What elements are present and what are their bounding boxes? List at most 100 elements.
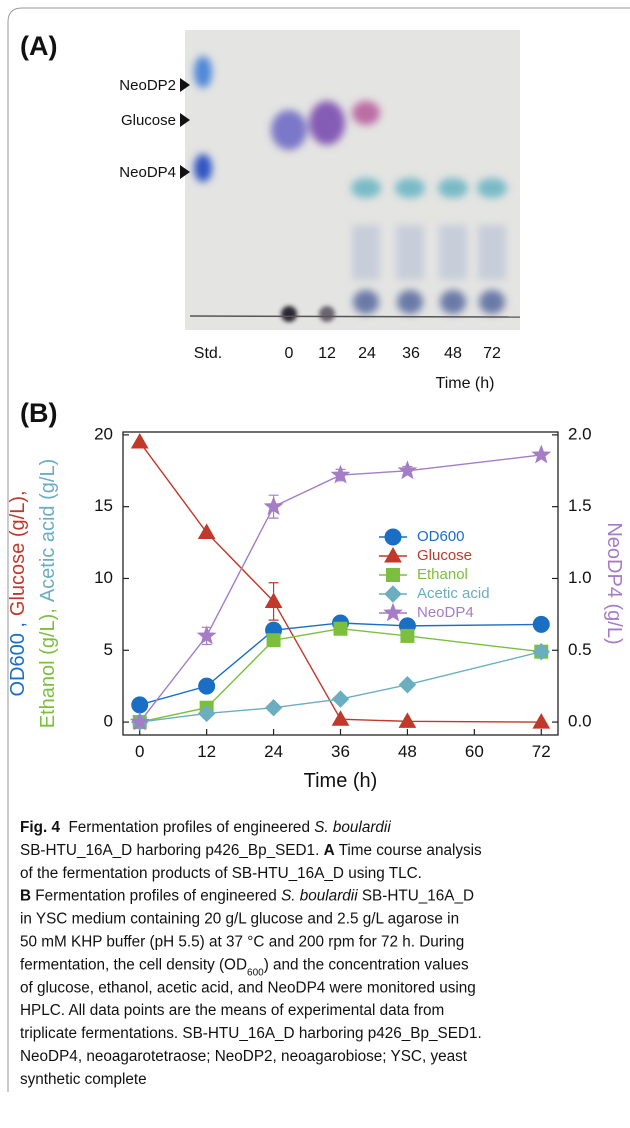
frame <box>7 7 630 1092</box>
marker <box>198 677 216 695</box>
marker <box>330 464 351 484</box>
lane-label: 24 <box>358 345 376 362</box>
panel-label: (B) <box>20 398 57 428</box>
y-tick-label: 5 <box>104 640 113 659</box>
y2-tick-label: 2.0 <box>568 424 592 443</box>
chart: 0 12 24 36 48 60 72 0 5 10 15 20 0.0 0.5 1.0 1.5 2.0 Time… <box>7 424 625 792</box>
panel-label: (A) <box>20 31 57 61</box>
marker <box>331 690 350 708</box>
y-tick-label: 20 <box>94 424 113 443</box>
caption-line: Fig. 4 Fermentation profiles of engineer… <box>20 819 391 836</box>
caption-line: NeoDP4, neoagarotetraose; NeoDP2, neoaga… <box>20 1048 468 1065</box>
marker <box>384 528 402 546</box>
marker <box>264 592 283 608</box>
x-tick-label: 72 <box>532 742 551 761</box>
lane-label: Std. <box>194 345 222 362</box>
marker <box>331 710 350 726</box>
tlc-marker-label: NeoDP4 <box>119 164 176 181</box>
lane-label: 36 <box>402 345 420 362</box>
marker <box>383 602 403 622</box>
caption-text: SB-HTU_16A_D harboring p426_Bp_SED1. <box>20 842 324 859</box>
y-axis-label-part: OD600 , <box>7 622 29 696</box>
lane-label: 12 <box>318 345 336 362</box>
x-tick-label: 0 <box>135 742 144 761</box>
legend-label: Ethanol <box>417 566 468 583</box>
tlc-marker-label: Glucose <box>121 112 176 129</box>
legend-label: Acetic acid <box>417 585 490 602</box>
marker <box>398 676 417 694</box>
x-tick-label: 24 <box>264 742 283 761</box>
marker <box>333 621 348 636</box>
marker <box>197 704 216 723</box>
marker <box>129 711 150 731</box>
caption-line: of the fermentation products of SB-HTU_1… <box>20 865 422 882</box>
y-axis-label: Ethanol (g/L), Acetic acid (g/L) <box>37 459 59 728</box>
caption-text: NeoDP4, neoagarotetraose; NeoDP2, neoaga… <box>20 1048 468 1065</box>
x-tick-label: 36 <box>331 742 350 761</box>
y-axis-label-part: Acetic acid (g/L) <box>37 459 59 602</box>
marker <box>386 568 400 582</box>
caption-line: B Fermentation profiles of engineered S.… <box>20 888 474 905</box>
marker <box>397 460 418 480</box>
marker <box>384 546 402 563</box>
lane-axis-label: Time (h) <box>436 375 495 392</box>
x-tick-label: 60 <box>465 742 484 761</box>
y2-tick-label: 0.5 <box>568 640 592 659</box>
caption-line: of glucose, ethanol, acetic acid, and Ne… <box>20 979 476 996</box>
y2-axis-label: NeoDP4 (g/L) <box>603 522 625 644</box>
y-axis-label: OD600 , Glucose (g/L), <box>7 490 29 696</box>
caption-text: 50 mM KHP buffer (pH 5.5) at 37 °C and 2… <box>20 934 464 951</box>
caption-line: 50 mM KHP buffer (pH 5.5) at 37 °C and 2… <box>20 934 464 951</box>
lane-label: 48 <box>444 345 462 362</box>
marker <box>263 496 284 516</box>
caption-text: ) and the concentration values <box>264 956 469 973</box>
x-axis-label: Time (h) <box>304 770 378 792</box>
caption-text: Fermentation profiles of engineered <box>60 819 314 836</box>
series-line <box>139 441 542 723</box>
legend-label: Glucose <box>417 547 472 564</box>
y-axis-label-part: Ethanol (g/L), <box>37 608 59 728</box>
marker <box>532 643 550 661</box>
marker <box>531 444 552 464</box>
y2-tick-label: 0.0 <box>568 712 592 731</box>
y2-tick-label: 1.5 <box>568 496 592 515</box>
caption-line: synthetic complete <box>20 1071 147 1088</box>
caption-line: fermentation, the cell density (OD600) a… <box>20 956 469 978</box>
y2-tick-label: 1.0 <box>568 568 592 587</box>
y-tick-label: 0 <box>104 712 113 731</box>
marker <box>400 628 415 643</box>
caption-text: of the fermentation products of SB-HTU_1… <box>20 865 422 882</box>
legend-label: OD600 <box>417 528 465 545</box>
caption: Fig. 4 Fermentation profiles of engineer… <box>7 805 482 1092</box>
series-line <box>139 454 542 723</box>
caption-text: Fermentation profiles of engineered <box>31 888 281 905</box>
caption-text: SB-HTU_16A_D <box>358 888 474 905</box>
series-line <box>139 622 542 706</box>
caption-text: in YSC medium containing 20 g/L glucose … <box>20 911 459 928</box>
series-line <box>139 651 542 723</box>
y-axis-label-part: Glucose (g/L), <box>7 490 29 616</box>
legend-label: NeoDP4 <box>417 604 474 621</box>
marker <box>264 699 283 717</box>
marker <box>196 625 217 645</box>
caption-line: triplicate fermentations. SB-HTU_16A_D h… <box>20 1025 482 1042</box>
marker <box>532 615 550 633</box>
series-line <box>139 628 542 723</box>
caption-text: triplicate fermentations. SB-HTU_16A_D h… <box>20 1025 482 1042</box>
caption-line: HPLC. All data points are the means of e… <box>20 1002 444 1019</box>
caption-text: B <box>20 888 31 905</box>
caption-text: Fig. 4 <box>20 819 60 836</box>
marker <box>384 585 402 603</box>
tlc-arrows <box>180 78 190 179</box>
caption-text: fermentation, the cell density (OD <box>20 956 247 973</box>
lane-label: 0 <box>285 345 294 362</box>
caption-text: HPLC. All data points are the means of e… <box>20 1002 444 1019</box>
marker <box>398 712 417 728</box>
tlc-marker-label: NeoDP2 <box>119 77 176 94</box>
marker <box>131 696 149 714</box>
caption-text: of glucose, ethanol, acetic acid, and Ne… <box>20 979 476 996</box>
caption-text: S. boulardii <box>314 819 391 836</box>
caption-text: 600 <box>247 967 264 978</box>
y-tick-label: 15 <box>94 496 113 515</box>
x-tick-label: 12 <box>197 742 216 761</box>
